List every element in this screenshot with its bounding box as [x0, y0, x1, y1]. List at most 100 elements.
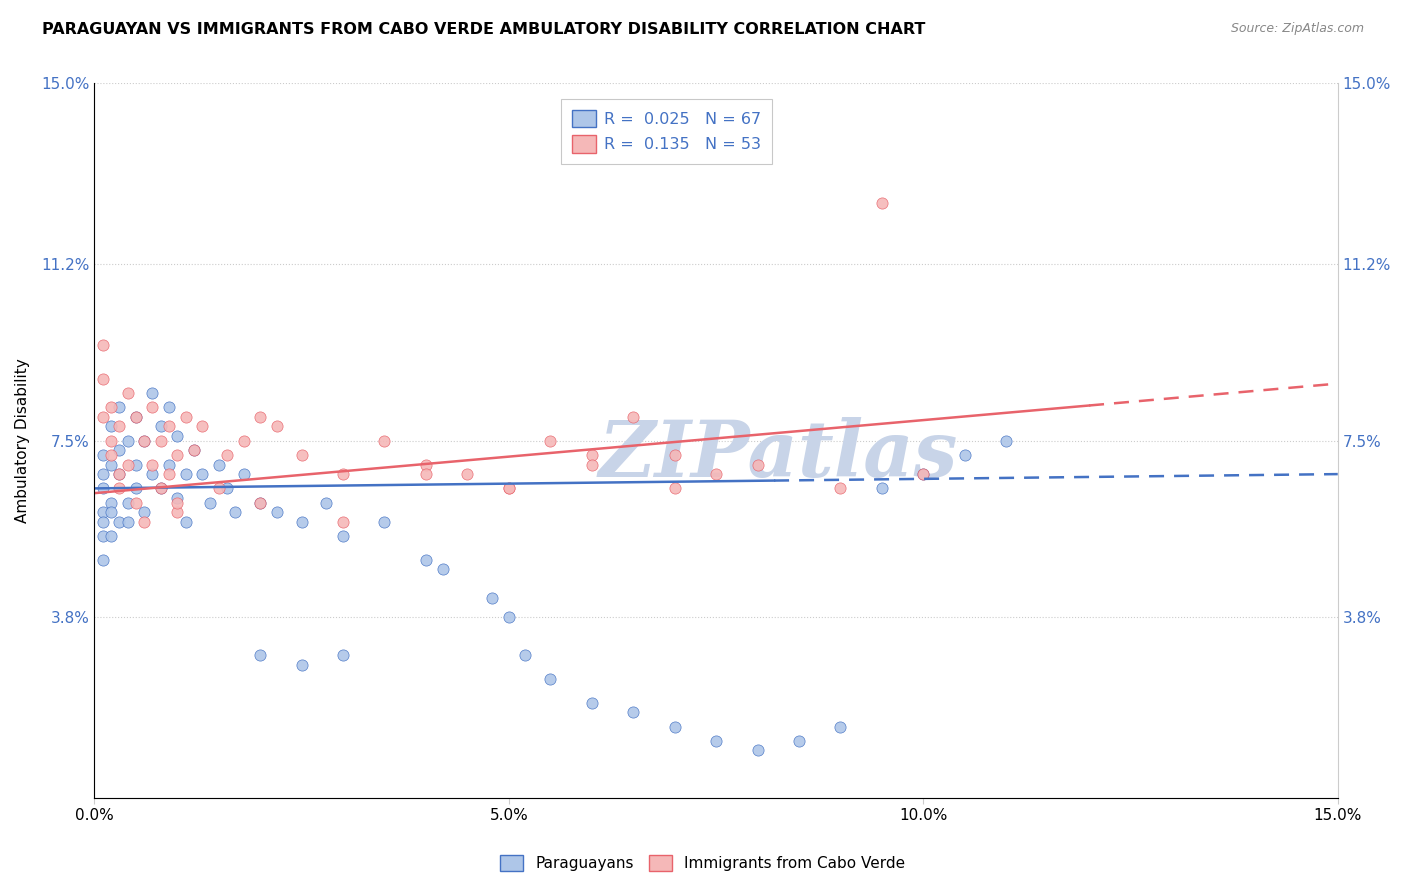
Point [157, 419, 180, 434]
Point [266, 505, 288, 519]
Text: Source: ZipAtlas.com: Source: ZipAtlas.com [1230, 22, 1364, 36]
Point [200, 496, 222, 510]
Point [149, 482, 172, 496]
Point [664, 482, 686, 496]
Point [91, 467, 114, 482]
Point [830, 482, 852, 496]
Point [100, 505, 122, 519]
Point [132, 434, 155, 448]
Legend: Paraguayans, Immigrants from Cabo Verde: Paraguayans, Immigrants from Cabo Verde [495, 849, 911, 877]
Point [100, 434, 122, 448]
Point [415, 553, 437, 567]
Point [664, 720, 686, 734]
Point [208, 458, 231, 472]
Point [498, 482, 520, 496]
Point [91, 409, 114, 424]
Point [232, 467, 254, 482]
Point [249, 648, 271, 662]
Point [174, 467, 197, 482]
Point [125, 409, 148, 424]
Point [912, 467, 935, 482]
Point [91, 482, 114, 496]
Point [157, 401, 180, 415]
Point [787, 734, 810, 748]
Point [166, 505, 188, 519]
Point [100, 458, 122, 472]
Point [870, 482, 893, 496]
Point [415, 458, 437, 472]
Text: PARAGUAYAN VS IMMIGRANTS FROM CABO VERDE AMBULATORY DISABILITY CORRELATION CHART: PARAGUAYAN VS IMMIGRANTS FROM CABO VERDE… [42, 22, 925, 37]
Point [108, 467, 131, 482]
Point [141, 386, 163, 401]
Point [664, 448, 686, 462]
Point [191, 467, 214, 482]
Point [224, 505, 246, 519]
Point [191, 419, 214, 434]
Point [415, 467, 437, 482]
Legend: R =  0.025   N = 67, R =  0.135   N = 53: R = 0.025 N = 67, R = 0.135 N = 53 [561, 99, 772, 164]
Point [581, 696, 603, 710]
Point [141, 458, 163, 472]
Point [157, 458, 180, 472]
Point [108, 515, 131, 529]
Point [912, 467, 935, 482]
Point [456, 467, 478, 482]
Point [249, 409, 271, 424]
Point [125, 409, 148, 424]
Point [141, 467, 163, 482]
Point [91, 515, 114, 529]
Point [315, 496, 337, 510]
Point [290, 657, 312, 672]
Point [174, 409, 197, 424]
Point [373, 515, 395, 529]
Point [870, 195, 893, 210]
Point [108, 419, 131, 434]
Point [215, 482, 238, 496]
Point [108, 401, 131, 415]
Point [91, 529, 114, 543]
Point [108, 467, 131, 482]
Point [149, 434, 172, 448]
Point [108, 482, 131, 496]
Point [232, 434, 254, 448]
Point [117, 434, 139, 448]
Point [621, 409, 644, 424]
Point [91, 372, 114, 386]
Point [183, 443, 205, 458]
Point [141, 401, 163, 415]
Point [290, 515, 312, 529]
Point [581, 448, 603, 462]
Point [215, 448, 238, 462]
Point [208, 482, 231, 496]
Point [266, 419, 288, 434]
Point [132, 434, 155, 448]
Point [100, 419, 122, 434]
Point [91, 448, 114, 462]
Point [249, 496, 271, 510]
Point [117, 458, 139, 472]
Point [91, 505, 114, 519]
Point [538, 672, 561, 686]
Point [174, 515, 197, 529]
Point [515, 648, 537, 662]
Point [581, 458, 603, 472]
Point [332, 467, 354, 482]
Point [747, 743, 769, 757]
Point [332, 648, 354, 662]
Point [166, 491, 188, 505]
Point [108, 443, 131, 458]
Point [166, 429, 188, 443]
Point [100, 448, 122, 462]
Point [747, 458, 769, 472]
Point [132, 515, 155, 529]
Point [117, 515, 139, 529]
Point [498, 610, 520, 624]
Point [117, 386, 139, 401]
Point [332, 515, 354, 529]
Point [132, 505, 155, 519]
Point [621, 706, 644, 720]
Point [117, 496, 139, 510]
Point [100, 496, 122, 510]
Point [995, 434, 1018, 448]
Point [91, 338, 114, 352]
